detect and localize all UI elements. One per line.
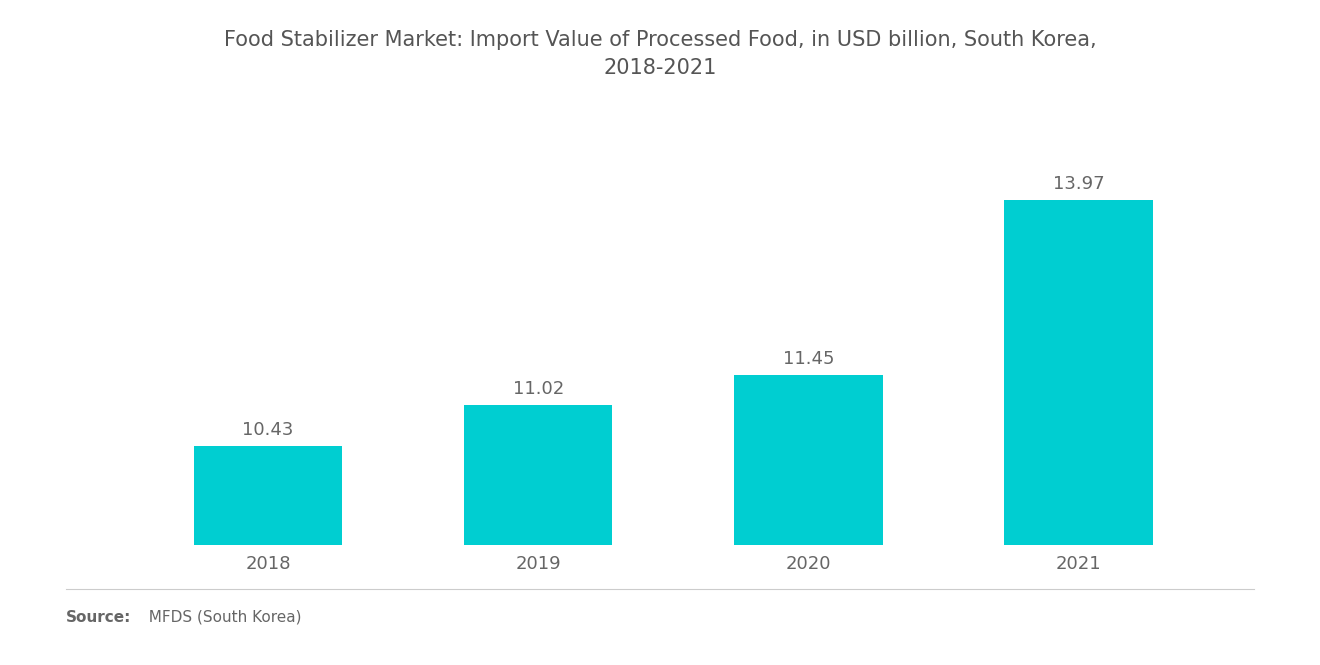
Text: MFDS (South Korea): MFDS (South Korea) [139,610,301,624]
Bar [1005,200,1152,545]
Text: 11.45: 11.45 [783,350,834,368]
Text: Source:: Source: [66,610,132,624]
Text: Food Stabilizer Market: Import Value of Processed Food, in USD billion, South Ko: Food Stabilizer Market: Import Value of … [223,30,1097,78]
Text: 11.02: 11.02 [512,380,564,398]
Bar [463,405,612,545]
Text: 13.97: 13.97 [1052,175,1105,193]
Text: 10.43: 10.43 [243,421,293,439]
Bar [194,446,342,545]
Bar [734,375,883,545]
